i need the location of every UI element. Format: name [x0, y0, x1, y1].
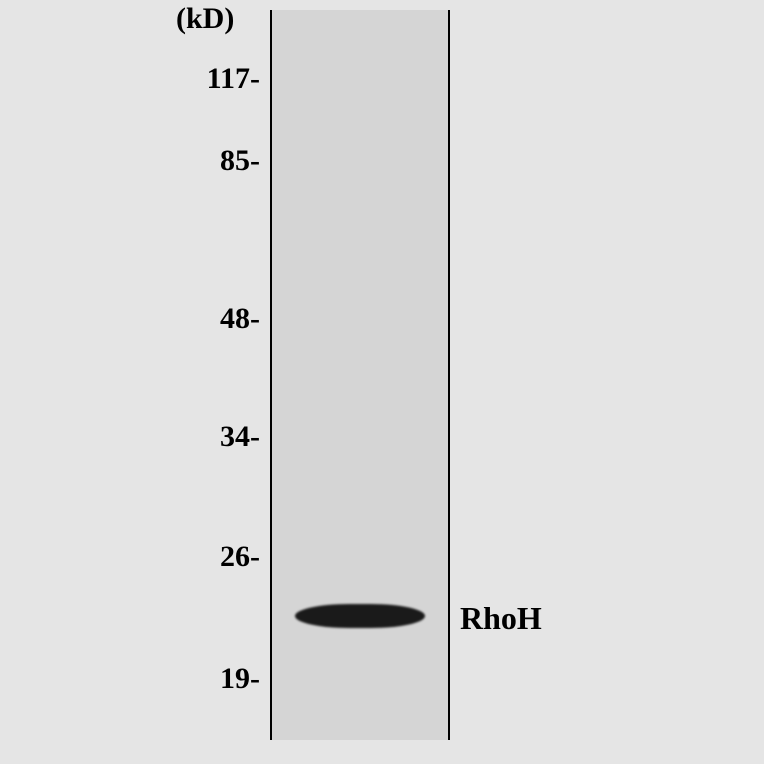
mw-marker: 34- [180, 420, 260, 454]
mw-marker: 26- [180, 540, 260, 574]
mw-marker: 48- [180, 302, 260, 336]
mw-marker: 85- [180, 144, 260, 178]
mw-marker: 117- [180, 62, 260, 96]
axis-title: (kD) [176, 2, 234, 36]
band-label: RhoH [460, 600, 542, 637]
mw-marker: 19- [180, 662, 260, 696]
western-blot: (kD) RhoH 117- 85- 48- 34- 26- 19- [0, 0, 764, 764]
blot-lane [270, 10, 450, 740]
protein-band [295, 604, 425, 628]
